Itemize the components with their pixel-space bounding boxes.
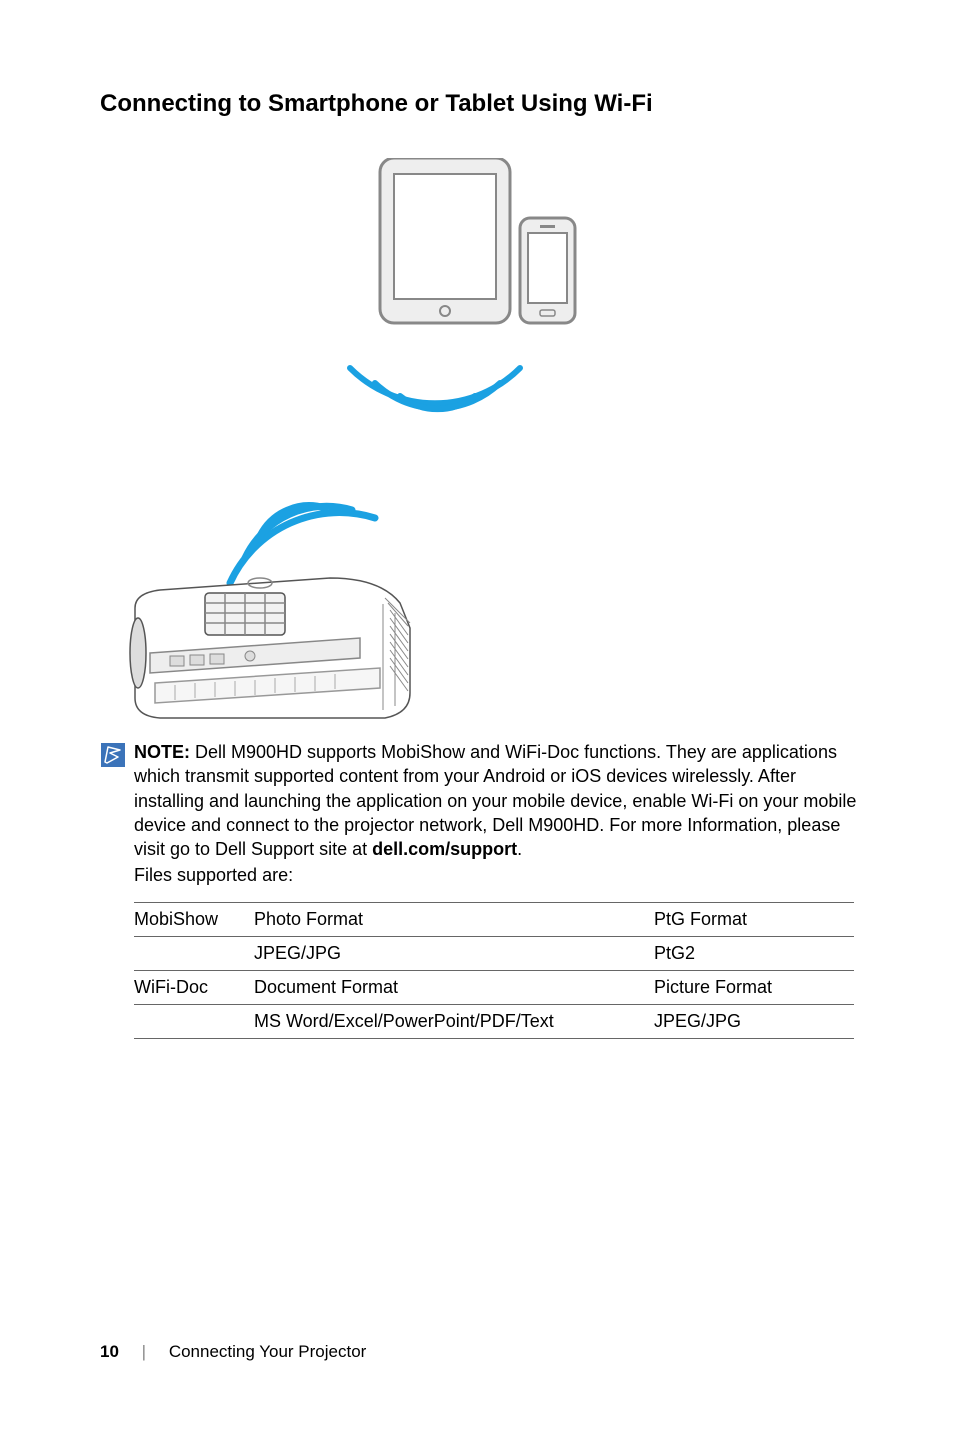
wifi-waves-devices [350, 368, 520, 409]
table-cell: Document Format [254, 970, 654, 1004]
wifi-connection-diagram [100, 158, 864, 728]
table-cell: JPEG/JPG [254, 936, 654, 970]
formats-table: MobiShowPhoto FormatPtG FormatJPEG/JPGPt… [134, 902, 854, 1039]
table-cell: MobiShow [134, 902, 254, 936]
table-cell: Picture Format [654, 970, 854, 1004]
table-cell [134, 1004, 254, 1038]
note-text: NOTE: Dell M900HD supports MobiShow and … [134, 740, 864, 861]
table-cell: Photo Format [254, 902, 654, 936]
table-cell: PtG Format [654, 902, 854, 936]
table-row: MS Word/Excel/PowerPoint/PDF/TextJPEG/JP… [134, 1004, 854, 1038]
note-icon [100, 742, 126, 773]
tablet-icon [380, 158, 510, 323]
table-cell: MS Word/Excel/PowerPoint/PDF/Text [254, 1004, 654, 1038]
table-cell [134, 936, 254, 970]
wifi-waves-projector [230, 506, 375, 583]
page-footer: 10 | Connecting Your Projector [100, 1342, 366, 1362]
table-row: MobiShowPhoto FormatPtG Format [134, 902, 854, 936]
note-label: NOTE: [134, 742, 190, 762]
table-cell: JPEG/JPG [654, 1004, 854, 1038]
table-row: WiFi-DocDocument FormatPicture Format [134, 970, 854, 1004]
note-body-2: . [517, 839, 522, 859]
support-link: dell.com/support [372, 839, 517, 859]
table-cell: WiFi-Doc [134, 970, 254, 1004]
table-row: JPEG/JPGPtG2 [134, 936, 854, 970]
page-number: 10 [100, 1342, 119, 1361]
footer-section: Connecting Your Projector [169, 1342, 367, 1361]
page-heading: Connecting to Smartphone or Tablet Using… [100, 90, 864, 118]
table-cell: PtG2 [654, 936, 854, 970]
projector-icon [130, 578, 410, 718]
footer-separator: | [142, 1342, 146, 1361]
files-supported-label: Files supported are: [134, 863, 864, 887]
smartphone-icon [520, 218, 575, 323]
